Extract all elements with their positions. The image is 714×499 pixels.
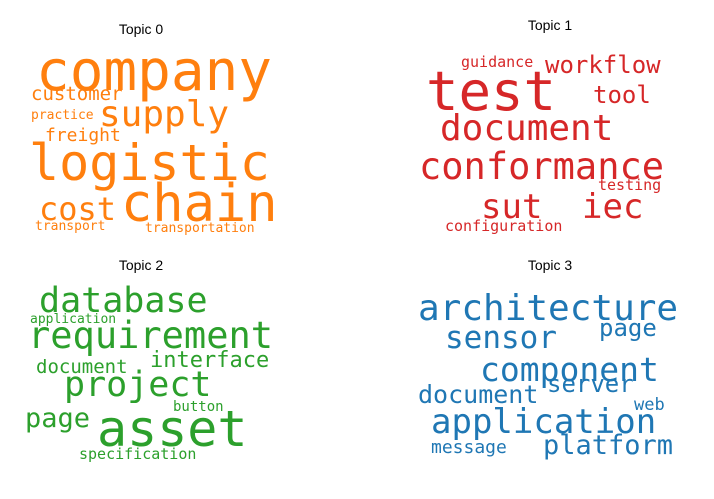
word-button: button (173, 399, 224, 415)
panel-title: Topic 2 (119, 257, 164, 273)
word-page: page (25, 403, 90, 434)
word-tool: tool (593, 81, 651, 109)
word-customer: customer (31, 83, 123, 105)
word-specification: specification (79, 445, 196, 463)
word-testing: testing (598, 176, 661, 194)
word-database: database (39, 281, 208, 321)
word-architecture: architecture (418, 288, 678, 329)
panel-title: Topic 3 (528, 257, 573, 273)
word-configuration: configuration (445, 217, 562, 235)
word-project: project (64, 365, 212, 405)
word-document: document (418, 380, 538, 409)
panel-title: Topic 1 (528, 17, 573, 33)
word-iec: iec (582, 187, 643, 227)
word-server: server (547, 370, 634, 398)
word-asset: asset (97, 400, 248, 458)
word-application: application (30, 312, 116, 327)
word-freight: freight (45, 125, 121, 146)
word-guidance: guidance (461, 53, 533, 71)
word-sensor: sensor (445, 320, 557, 356)
word-cost: cost (39, 190, 116, 228)
word-logistic: logistic (29, 134, 270, 192)
word-component: component (480, 350, 659, 389)
word-web: web (634, 395, 665, 415)
word-interface: interface (150, 348, 269, 373)
topic-panel-2: Topic 2 databaseapplicationrequirementdoc… (25, 257, 273, 463)
word-workflow: workflow (545, 51, 661, 79)
word-document: document (36, 356, 128, 378)
word-sut: sut (481, 187, 542, 227)
word-company: company (36, 39, 272, 104)
word-transportation: transportation (145, 221, 255, 236)
word-supply: supply (99, 94, 229, 135)
word-requirement: requirement (28, 314, 273, 357)
word-page: page (599, 314, 657, 342)
word-transport: transport (35, 219, 105, 234)
word-chain: chain (121, 174, 278, 234)
word-platform: platform (543, 430, 673, 461)
word-document: document (440, 108, 613, 149)
word-test: test (426, 60, 556, 123)
word-practice: practice (31, 108, 94, 123)
word-application: application (431, 402, 656, 442)
word-message: message (431, 437, 507, 458)
panel-title: Topic 0 (119, 21, 164, 37)
word-conformance: conformance (419, 145, 664, 188)
